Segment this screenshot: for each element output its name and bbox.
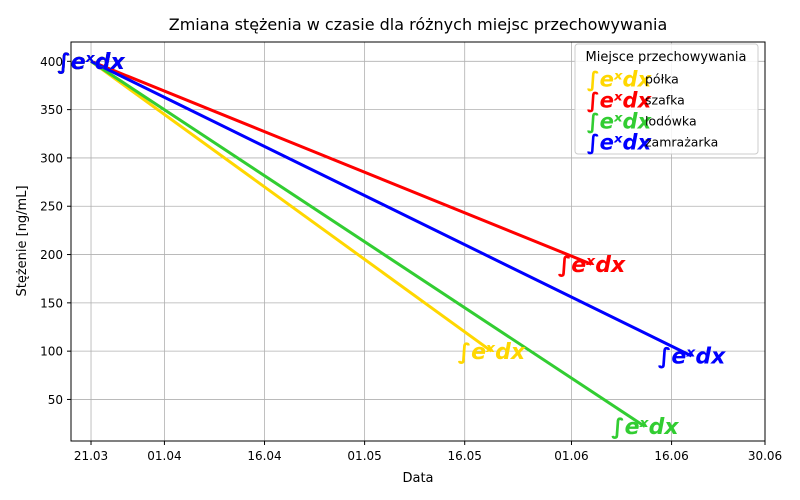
series-line bbox=[90, 59, 693, 358]
legend-label: półka bbox=[645, 72, 679, 87]
x-axis-label: Data bbox=[402, 471, 433, 486]
series-lodowka bbox=[90, 60, 646, 428]
y-tick-label: 350 bbox=[40, 103, 63, 117]
x-axis-ticks: 21.03 01.04 16.04 01.05 16.05 01.06 16.06 30.06 bbox=[74, 441, 782, 463]
data-point-marker: ∫eˣdx bbox=[458, 340, 526, 365]
data-point-marker: ∫eˣdx bbox=[57, 50, 125, 75]
x-tick-label: 01.05 bbox=[347, 449, 381, 463]
data-point-marker: ∫eˣdx bbox=[587, 67, 653, 91]
y-tick-label: 50 bbox=[48, 393, 63, 407]
y-axis-label: Stężenie [ng/mL] bbox=[15, 185, 30, 296]
data-point-marker: ∫eˣdx bbox=[611, 415, 679, 440]
data-point-marker: ∫eˣdx bbox=[57, 50, 125, 75]
series-markers-lodowka: ∫eˣdx∫eˣdx bbox=[57, 50, 679, 440]
y-axis-ticks: 50 100 150 200 250 300 350 400 bbox=[40, 55, 71, 407]
data-point-marker: ∫eˣdx bbox=[658, 345, 726, 370]
legend-label: zamrażarka bbox=[645, 135, 718, 150]
data-point-marker: ∫eˣdx bbox=[558, 253, 626, 278]
legend-label: szafka bbox=[645, 93, 685, 108]
data-point-marker: ∫eˣdx bbox=[57, 50, 125, 75]
series-markers-polka: ∫eˣdx ∫eˣdx bbox=[57, 50, 526, 365]
data-point-marker: ∫eˣdx bbox=[587, 109, 653, 133]
series-markers-szafka: ∫eˣdx ∫eˣdx bbox=[57, 50, 626, 278]
data-point-marker: ∫eˣdx bbox=[587, 88, 653, 112]
grid-lines bbox=[71, 42, 766, 441]
x-tick-label: 21.03 bbox=[74, 449, 108, 463]
series-lines: ∫eˣdx∫eˣdx∫eˣdx∫eˣdx∫eˣdx∫eˣdx∫eˣdx∫eˣdx bbox=[57, 50, 726, 440]
legend: Miejsce przechowywania ∫eˣdxpółka∫eˣdxsz… bbox=[574, 43, 759, 155]
x-tick-label: 16.06 bbox=[654, 449, 688, 463]
x-tick-label: 01.06 bbox=[554, 449, 588, 463]
series-line bbox=[90, 60, 646, 428]
y-tick-label: 250 bbox=[40, 200, 63, 214]
data-point-marker: ∫eˣdx bbox=[57, 50, 125, 75]
legend-label: lodówka bbox=[645, 114, 697, 129]
legend-title: Miejsce przechowywania bbox=[586, 50, 747, 65]
chart-title: Zmiana stężenia w czasie dla różnych mie… bbox=[169, 15, 668, 34]
series-zamrazarka bbox=[90, 59, 693, 358]
y-tick-label: 300 bbox=[40, 151, 63, 165]
y-tick-label: 100 bbox=[40, 345, 63, 359]
series-szafka bbox=[90, 59, 593, 266]
plot-area-frame bbox=[70, 41, 766, 442]
series-markers-zamrazarka: ∫eˣdx∫eˣdx bbox=[57, 50, 726, 370]
y-tick-label: 400 bbox=[40, 55, 63, 69]
y-tick-label: 150 bbox=[40, 296, 63, 310]
series-polka bbox=[90, 60, 493, 353]
y-tick-label: 200 bbox=[40, 248, 63, 262]
x-tick-label: 30.06 bbox=[748, 449, 782, 463]
x-tick-label: 01.04 bbox=[147, 449, 181, 463]
legend-box bbox=[574, 43, 759, 155]
series-line bbox=[90, 59, 593, 266]
data-point-marker: ∫eˣdx bbox=[587, 130, 653, 154]
series-line bbox=[90, 60, 493, 353]
x-tick-label: 16.05 bbox=[448, 449, 482, 463]
x-tick-label: 16.04 bbox=[247, 449, 281, 463]
